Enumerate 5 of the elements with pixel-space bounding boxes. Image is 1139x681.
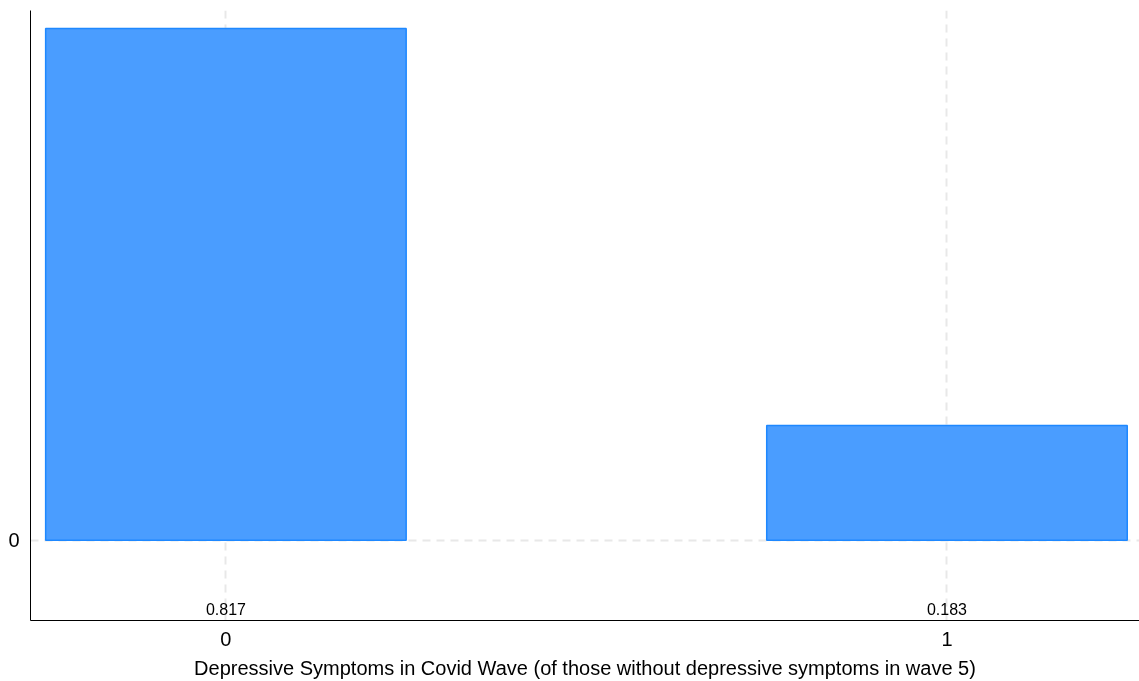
text: 0.183	[926, 600, 968, 618]
text: 0	[8, 529, 20, 552]
x-axis-title: Depressive Symptoms in Covid Wave (of those without depressive symptoms in wave 5)	[194, 656, 976, 679]
x-tick-label: 1	[941, 627, 953, 650]
text: 0.817	[205, 600, 247, 618]
